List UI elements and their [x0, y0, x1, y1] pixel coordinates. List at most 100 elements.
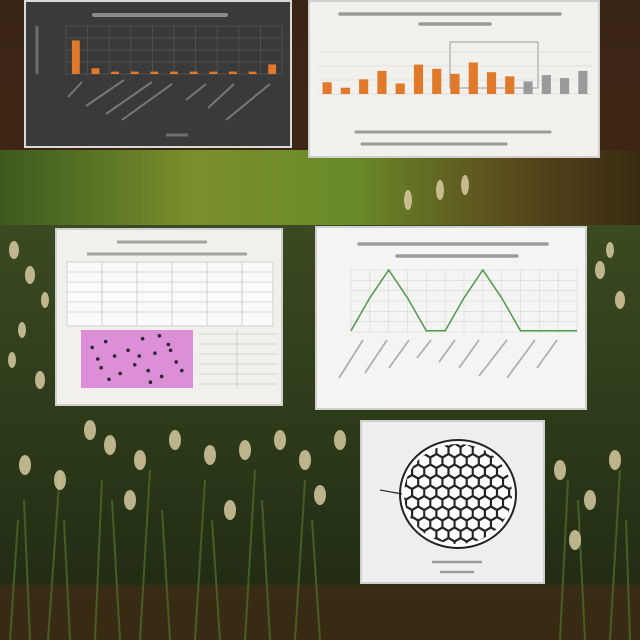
scatter-point	[96, 357, 100, 361]
bar	[340, 87, 350, 94]
x-tick-scribbles	[338, 339, 558, 379]
hex-cell	[502, 444, 512, 448]
hex-cell	[404, 537, 407, 544]
hex-cell	[407, 560, 418, 573]
hex-cell	[454, 516, 467, 532]
scatter-point	[166, 342, 171, 347]
hex-cell	[424, 485, 437, 500]
hex-cell	[436, 527, 449, 542]
hex-cell	[478, 453, 491, 469]
hex-cell	[466, 453, 479, 469]
hex-cell	[498, 570, 509, 582]
hex-cell	[418, 516, 431, 532]
bar	[377, 70, 387, 94]
series-line	[350, 268, 577, 332]
hex-cell	[448, 527, 461, 542]
side-table	[199, 330, 277, 388]
scatter-point	[146, 368, 150, 373]
hex-cell	[472, 506, 486, 521]
bar	[71, 40, 80, 74]
scatter-point	[118, 371, 122, 376]
scatter-point	[168, 348, 173, 353]
scatter-point	[126, 348, 130, 353]
hex-cell	[404, 453, 407, 469]
hex-cell	[413, 570, 424, 582]
hex-cell	[510, 570, 521, 582]
bar	[150, 71, 159, 74]
hex-cell	[424, 506, 437, 521]
bar	[359, 79, 369, 94]
hex-cell	[466, 495, 479, 511]
hex-cell	[490, 537, 504, 544]
hex-cell	[490, 474, 504, 490]
scatter-point	[153, 351, 157, 355]
hex-cell	[405, 444, 419, 448]
hex-cell	[509, 485, 512, 500]
bar	[170, 71, 178, 74]
bar	[248, 71, 257, 74]
bar	[578, 70, 588, 94]
hex-cell	[411, 485, 425, 500]
hex-cell	[411, 506, 425, 521]
hex-cell	[509, 444, 512, 458]
dark-bar-chart-panel	[24, 0, 292, 148]
hex-cell	[502, 537, 512, 544]
hex-cell	[405, 537, 419, 544]
bar	[189, 71, 198, 74]
hex-cell	[442, 537, 455, 544]
chart-title-scribble	[357, 242, 549, 258]
scatter-point	[148, 380, 153, 384]
hex-cell	[485, 570, 496, 582]
hex-cell	[472, 485, 486, 500]
bar	[505, 76, 515, 94]
hex-cell	[436, 464, 449, 479]
hex-cell	[425, 549, 436, 562]
scatter-point	[157, 334, 162, 338]
bar	[111, 71, 120, 74]
hex-cell	[460, 527, 473, 542]
hex-cell	[460, 506, 473, 521]
bar	[322, 82, 332, 94]
hex-cell	[418, 474, 431, 490]
caption-scribble	[354, 130, 552, 146]
hex-cell	[473, 570, 484, 582]
hex-cell	[430, 495, 443, 511]
table-scatter-figure	[66, 240, 277, 388]
hex-cell	[478, 474, 491, 490]
hex-cell	[484, 506, 498, 521]
hex-cell	[454, 495, 467, 511]
hex-cell	[418, 495, 431, 511]
hex-cell	[484, 485, 498, 500]
light-bar-chart	[318, 12, 592, 146]
hex-cell	[485, 549, 496, 562]
scatter-point	[103, 339, 108, 344]
hex-cell	[491, 560, 502, 573]
hex-cell	[394, 560, 405, 573]
hex-cell	[504, 560, 515, 573]
chart-title-scribble	[338, 12, 562, 26]
hex-cell	[448, 464, 461, 479]
hex-cell	[466, 474, 479, 490]
hex-cell	[510, 549, 521, 562]
hex-cell	[404, 516, 407, 532]
hex-cell	[490, 444, 504, 448]
grass-blades	[9, 469, 631, 640]
hex-cell	[418, 444, 431, 448]
light-bar-chart-panel	[308, 0, 600, 158]
hex-cell	[404, 444, 407, 448]
hex-cell	[478, 516, 491, 532]
hex-cell	[460, 485, 473, 500]
bar	[560, 78, 570, 94]
hex-cell	[442, 495, 455, 511]
scatter-point	[137, 354, 142, 358]
scatter-point	[132, 363, 137, 367]
hex-cell	[498, 549, 509, 562]
x-tick-scribbles	[67, 79, 271, 121]
hex-cell	[430, 474, 443, 490]
hex-cell	[490, 495, 504, 511]
hex-cell	[424, 464, 437, 479]
bar	[450, 73, 460, 94]
bar	[468, 62, 478, 94]
hex-cell	[460, 464, 473, 479]
hex-cell	[411, 464, 425, 479]
